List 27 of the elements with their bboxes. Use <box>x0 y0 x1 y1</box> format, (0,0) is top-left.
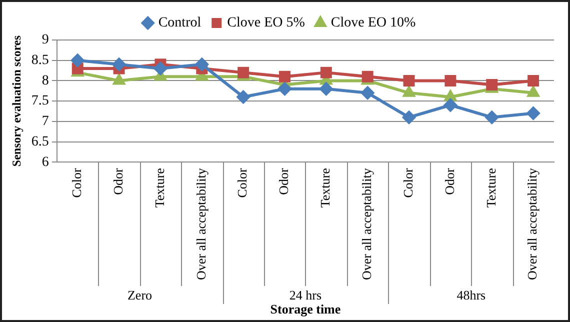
y-tick-label: 7.5 <box>31 94 49 109</box>
text: 24 hrs <box>289 287 322 302</box>
y-axis-title: Sensory evaluation scores <box>9 35 24 167</box>
text: Zero <box>127 287 152 302</box>
y-tick-label: 8 <box>42 73 49 88</box>
x-tick-label: Texture <box>318 168 333 208</box>
x-tick-label: Odor <box>110 167 126 195</box>
y-tick-label: 7 <box>42 114 49 130</box>
x-tick-label: Color <box>69 167 84 198</box>
x-tick-label: Color <box>234 167 250 198</box>
x-axis-title: Storage time <box>270 301 341 316</box>
legend-label: Control <box>158 16 202 31</box>
x-tick-label: Color <box>400 167 416 198</box>
x-tick-label: Texture <box>152 168 167 208</box>
y-tick-label: 8.5 <box>31 53 49 68</box>
y-tick-label: 6 <box>42 154 49 170</box>
x-tick-label: Over all acceptability <box>193 168 208 280</box>
x-tick-label: Over all acceptability <box>359 168 374 280</box>
x-tick-label: Over all acceptability <box>524 168 540 280</box>
x-tick-label: Odor <box>442 167 457 195</box>
y-tick-label: 9 <box>42 32 49 48</box>
legend-label: Clove EO 5% <box>227 16 306 31</box>
y-tick-label: 6.5 <box>31 134 49 150</box>
x-tick-label: Texture <box>483 168 498 208</box>
legend-label: Clove EO 10% <box>330 16 416 31</box>
x-tick-label: Odor <box>276 167 292 195</box>
text: 48hrs <box>456 287 486 302</box>
